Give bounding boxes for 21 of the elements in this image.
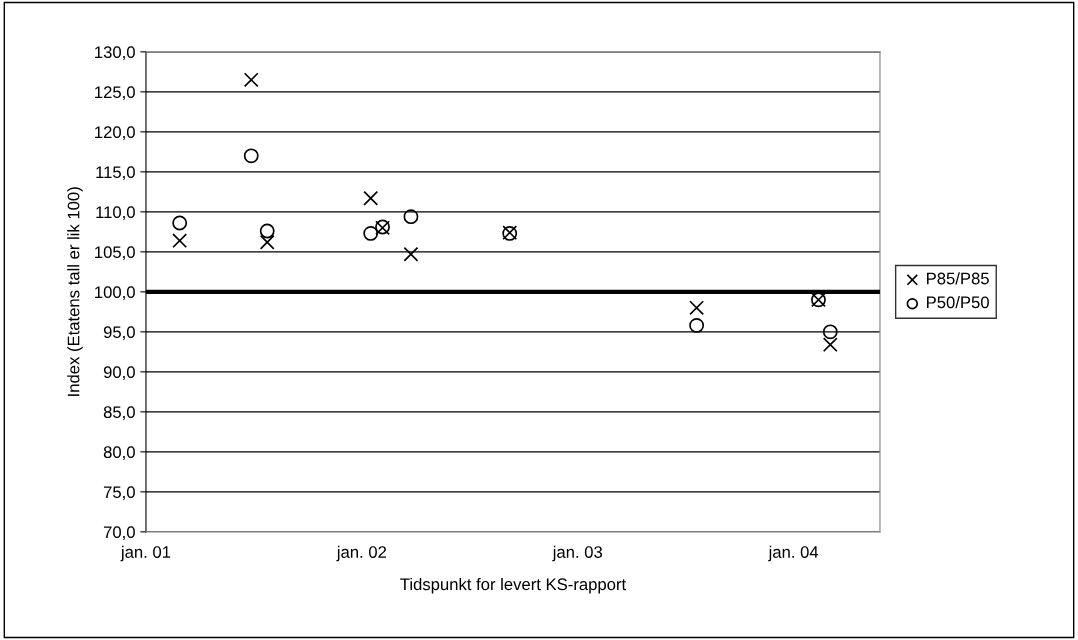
y-tick-label: 120,0 <box>95 126 135 141</box>
y-tick-label: 95,0 <box>103 326 135 341</box>
y-tick-label: 110,0 <box>96 206 135 221</box>
y-tick-label: 80,0 <box>103 446 135 461</box>
y-tick-label: 85,0 <box>103 406 135 421</box>
x-tick-label: jan. 04 <box>768 545 819 562</box>
legend-label: P50/P50 <box>927 296 989 309</box>
x-tick-label: jan. 02 <box>336 545 387 562</box>
y-tick-label: 125,0 <box>95 86 135 101</box>
y-tick-label: 115,0 <box>96 166 135 181</box>
y-tick-label: 105,0 <box>95 246 135 261</box>
y-tick-label: 130,0 <box>95 46 135 61</box>
legend-label: P85/P85 <box>927 272 989 285</box>
y-tick-label: 100,0 <box>95 286 135 301</box>
y-tick-label: 90,0 <box>103 366 135 381</box>
y-tick-label: 75,0 <box>103 486 135 501</box>
x-tick-label: jan. 01 <box>120 545 171 562</box>
x-axis-title: Tidspunkt for levert KS-rapport <box>400 577 627 594</box>
x-tick-label: jan. 03 <box>552 545 603 562</box>
y-axis-title: Index (Etatens tall er lik 100) <box>67 187 83 396</box>
y-tick-label: 70,0 <box>103 526 135 541</box>
